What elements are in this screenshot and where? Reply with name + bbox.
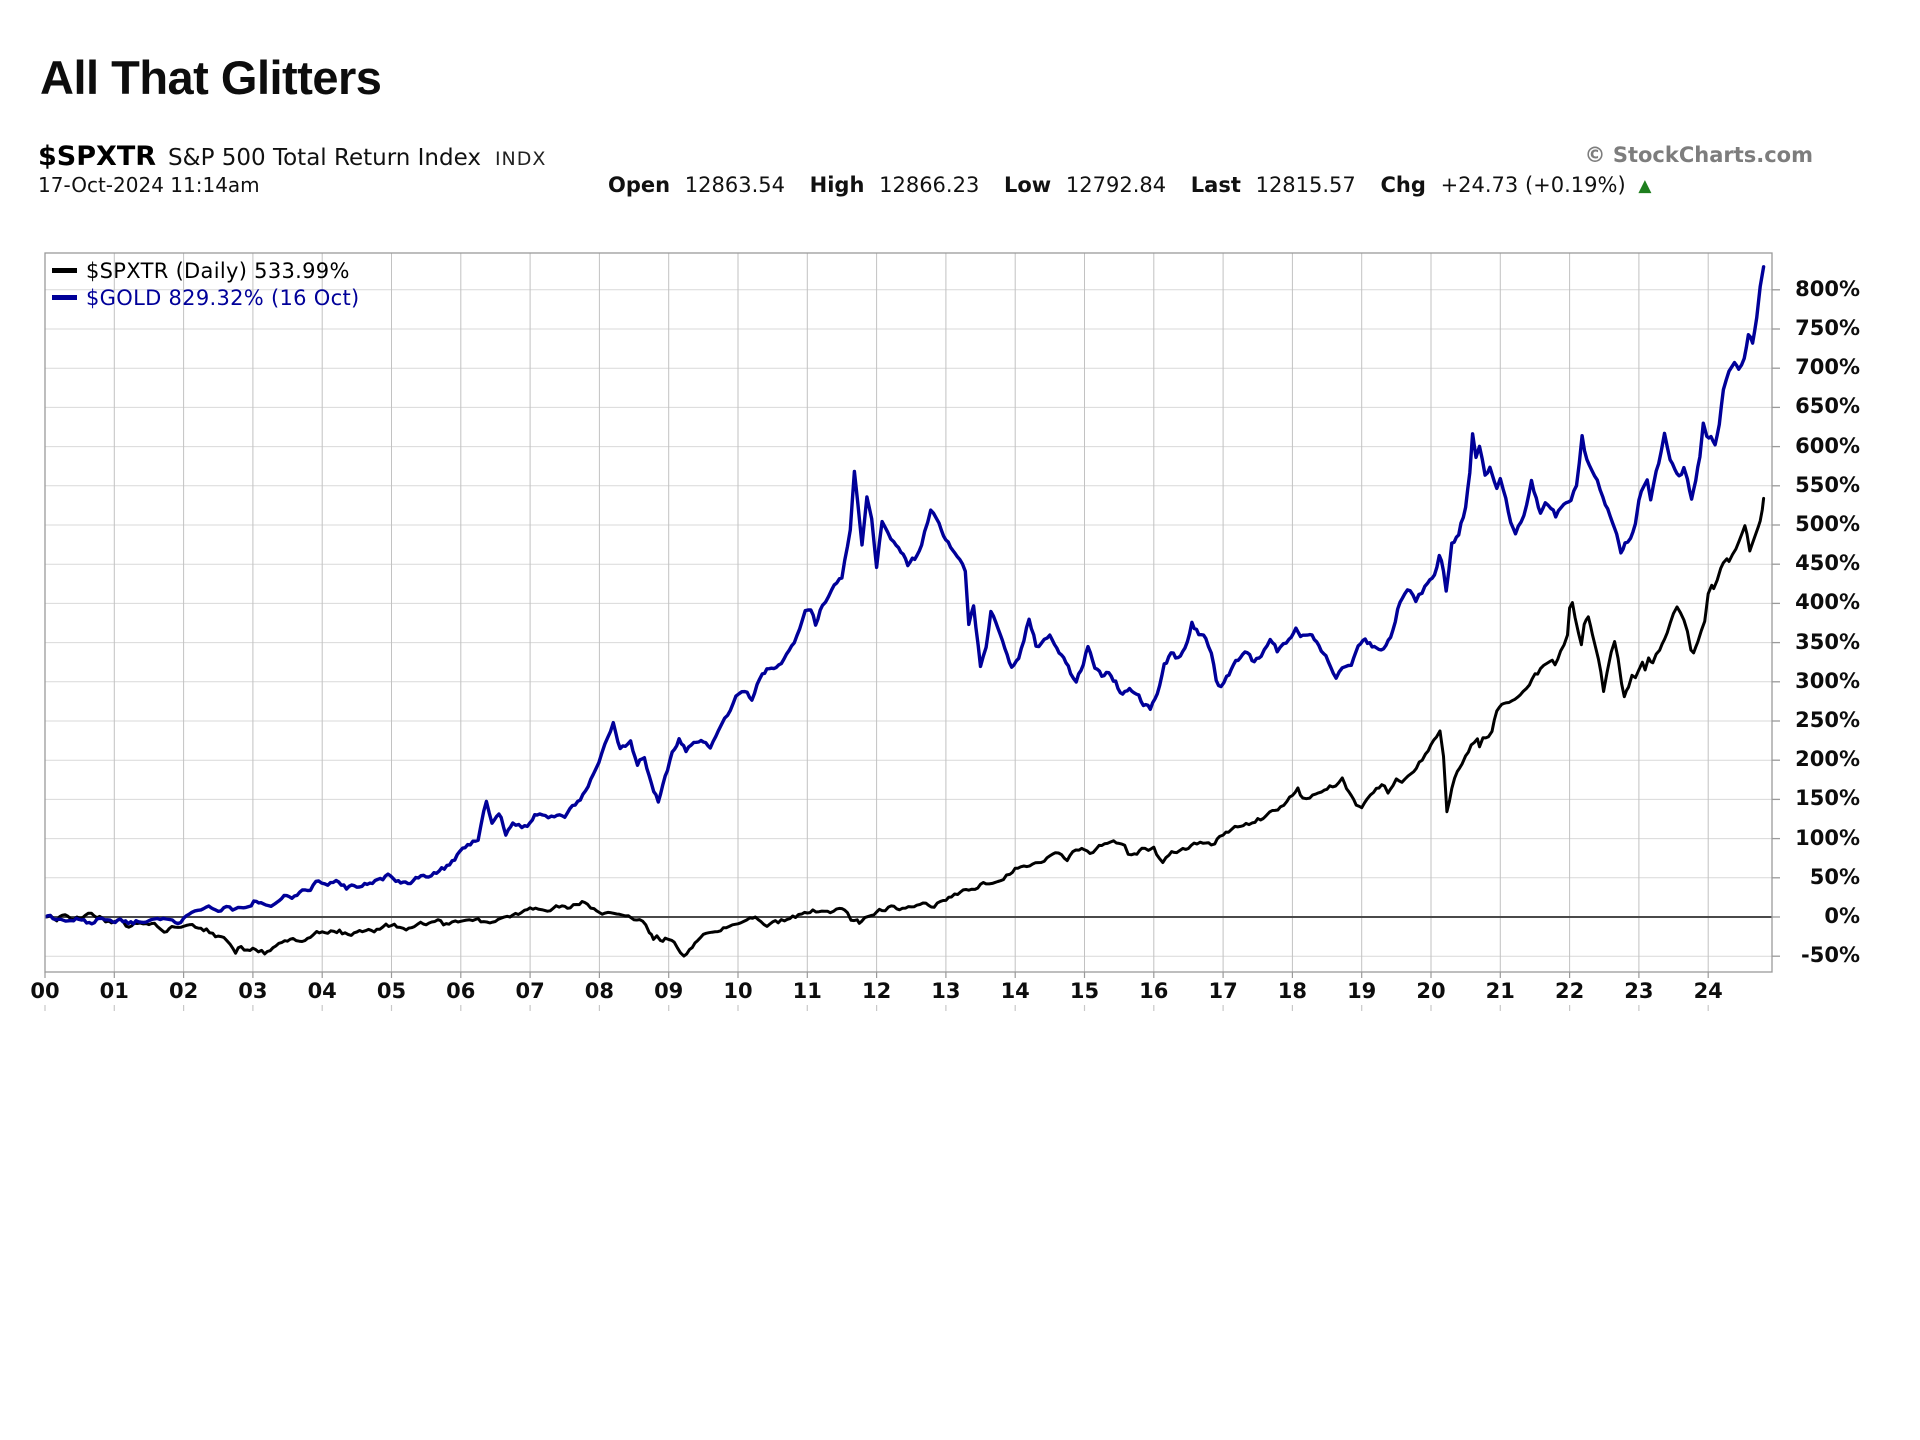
high-value: 12866.23 [879, 173, 980, 197]
y-axis-label: 0% [1824, 904, 1860, 928]
last-label: Last [1190, 173, 1241, 197]
x-axis-label: 14 [1000, 979, 1030, 1003]
x-axis-label: 16 [1139, 979, 1169, 1003]
x-axis-label: 11 [792, 979, 822, 1003]
spxtr-series-line [45, 496, 1766, 958]
y-axis-label: 600% [1795, 433, 1860, 458]
y-axis-label: 150% [1795, 786, 1860, 811]
stockcharts-credit: © StockCharts.com [1584, 143, 1813, 167]
x-axis-label: 04 [307, 979, 337, 1003]
x-axis-label: 23 [1624, 979, 1654, 1003]
y-axis-label: 200% [1795, 747, 1860, 772]
x-axis-label: 15 [1069, 979, 1100, 1003]
page-title: All That Glitters [40, 51, 382, 104]
symbol-name: S&P 500 Total Return Index [168, 145, 481, 171]
x-axis-label: 09 [654, 979, 684, 1003]
chart-legend: $SPXTR (Daily) 533.99% $GOLD 829.32% (16… [52, 257, 360, 311]
x-axis-label: 18 [1277, 979, 1307, 1003]
gold-line-swatch-icon [52, 295, 77, 300]
high-label: High [809, 173, 865, 197]
y-axis-label: 400% [1795, 590, 1860, 615]
x-axis-label: 07 [515, 979, 545, 1003]
x-axis-label: 20 [1416, 979, 1446, 1003]
x-axis-label: 08 [584, 979, 614, 1003]
x-axis-label: 03 [238, 979, 268, 1003]
x-axis-label: 21 [1485, 979, 1515, 1003]
y-axis-label: -50% [1801, 943, 1860, 968]
x-axis-label: 00 [30, 979, 60, 1003]
open-value: 12863.54 [684, 173, 785, 197]
symbol-exchange: INDX [494, 148, 547, 170]
y-axis-label: 550% [1795, 472, 1860, 497]
y-axis-label: 650% [1795, 394, 1860, 419]
y-axis-label: 500% [1795, 512, 1860, 536]
change-label: Chg [1380, 173, 1426, 197]
x-axis-label: 17 [1208, 979, 1238, 1003]
legend-label-gold: $GOLD 829.32% (16 Oct) [86, 285, 360, 310]
legend-item-gold: $GOLD 829.32% (16 Oct) [52, 284, 360, 311]
x-axis-label: 01 [99, 979, 129, 1003]
low-value: 12792.84 [1065, 173, 1167, 197]
chart-datetime: 17-Oct-2024 11:14am [38, 173, 260, 197]
x-axis-label: 10 [723, 979, 753, 1003]
x-axis-label: 06 [446, 979, 476, 1003]
change-up-triangle-icon: ▲ [1638, 176, 1652, 196]
last-value: 12815.57 [1255, 173, 1356, 197]
y-axis-label: 100% [1795, 825, 1860, 850]
y-axis-label: 50% [1809, 864, 1860, 889]
open-label: Open [608, 173, 671, 197]
y-axis-label: 300% [1795, 668, 1860, 693]
y-axis-label: 350% [1795, 629, 1860, 654]
y-axis-label: 800% [1795, 276, 1860, 301]
x-axis-label: 02 [168, 979, 199, 1003]
change-value: +24.73 (+0.19%) [1440, 173, 1626, 197]
low-label: Low [1004, 173, 1052, 197]
y-axis-label: 750% [1795, 316, 1860, 340]
x-axis-label: 22 [1554, 979, 1585, 1003]
spxtr-line-swatch-icon [52, 268, 77, 273]
chart-header: $SPXTR S&P 500 Total Return Index INDX © S… [38, 141, 1813, 172]
x-axis-label: 12 [861, 979, 892, 1003]
quote-strip: Open 12863.54 High 12866.23 Low 12792.84… [608, 173, 1651, 197]
y-axis-label: 450% [1795, 551, 1860, 576]
x-axis-label: 13 [931, 979, 961, 1003]
legend-item-spxtr: $SPXTR (Daily) 533.99% [52, 257, 360, 284]
symbol-ticker: $SPXTR [38, 141, 157, 172]
x-axis-label: 05 [376, 979, 407, 1003]
x-axis-label: 24 [1693, 979, 1723, 1003]
legend-label-spxtr: $SPXTR (Daily) 533.99% [86, 258, 350, 283]
x-axis-label: 19 [1347, 979, 1377, 1003]
y-axis-label: 700% [1795, 355, 1860, 380]
gold-series-line [45, 265, 1766, 926]
y-axis-label: 250% [1795, 708, 1860, 732]
